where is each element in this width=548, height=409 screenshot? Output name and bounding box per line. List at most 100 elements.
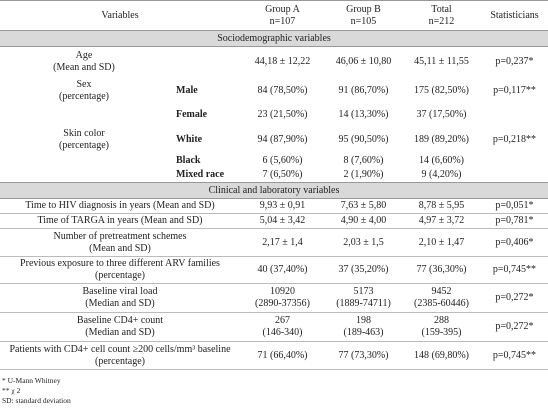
header-cell: Variables — [0, 0, 240, 31]
text: 84 (78,50%) — [257, 84, 308, 96]
text: 46,06 ± 10,80 — [335, 56, 392, 68]
text: 95 (90,50%) — [338, 134, 389, 145]
p-value: p=0,745** — [481, 256, 548, 284]
value-cell: 2 (1,90%) — [325, 169, 402, 183]
value-cell: 14 (13,30%) — [325, 104, 402, 127]
row-sublabel: Mixed race — [168, 169, 240, 183]
row-sublabel: White — [168, 127, 240, 154]
text: p=0,745** — [492, 264, 537, 275]
data-row: Time to HIV diagnosis in years (Mean and… — [0, 198, 548, 214]
row-label — [0, 154, 168, 169]
p-value: p=0,051* — [481, 198, 548, 214]
value-cell: 2,03 ± 1,5 — [325, 228, 402, 257]
text: 71 (66,40%) — [257, 349, 308, 361]
value-cell: 288 (159-395) — [402, 312, 481, 342]
footnote: SD: standard deviation — [2, 396, 71, 405]
text: p=0,745** — [492, 349, 537, 361]
text-line: Age — [75, 50, 93, 62]
p-value: p=0,272* — [481, 283, 548, 313]
value-cell: 5173 (1889-74711) — [325, 283, 402, 313]
value-cell: 77 (73,30%) — [325, 341, 402, 370]
text-line: Sex — [76, 78, 92, 90]
section-row: Sociodemographic variables — [0, 30, 548, 47]
value-cell: 45,11 ± 11,55 — [402, 47, 481, 78]
text-line: 198 — [356, 315, 371, 326]
footnote: * U-Mann Whitney — [2, 376, 61, 385]
value-cell: 71 (66,40%) — [240, 341, 325, 370]
text-line: Time of TARGA in years (Mean and SD) — [37, 215, 203, 226]
p-value: p=0,406* — [481, 228, 548, 257]
text: 94 (87,90%) — [257, 134, 308, 145]
text: 9 (4,20%) — [421, 169, 462, 181]
row-label: Time to HIV diagnosis in years (Mean and… — [0, 198, 240, 214]
p-value — [481, 154, 548, 169]
footnote: ** χ 2 — [2, 386, 21, 395]
text: 5,04 ± 3,42 — [259, 215, 306, 226]
text: 37 (17,50%) — [416, 109, 467, 120]
p-value: p=0,745** — [481, 341, 548, 370]
text-line: (2890-37356) — [255, 298, 310, 309]
text-line: Baseline CD4+ count — [76, 315, 164, 326]
section-title: Clinical and laboratory variables — [0, 182, 548, 199]
value-cell: 44,18 ± 12,22 — [240, 47, 325, 78]
row-label — [0, 104, 168, 127]
text: White — [176, 134, 203, 145]
text: 14 (13,30%) — [338, 109, 389, 120]
text-line: 9452 — [431, 286, 452, 297]
row-label: Previous exposure to three different ARV… — [0, 256, 240, 284]
text: p=0,406* — [495, 236, 534, 248]
text: p=0,237* — [495, 56, 534, 68]
text: 77 (73,30%) — [338, 349, 389, 361]
text: Mixed race — [176, 169, 225, 181]
text: Sociodemographic variables — [217, 32, 331, 44]
data-row: Female 23 (21,50%) 14 (13,30%) 37 (17,50%) — [0, 104, 548, 127]
value-cell: 95 (90,50%) — [325, 127, 402, 154]
data-row: Patients with CD4+ cell count ≥200 cells… — [0, 341, 548, 370]
row-label: Number of pretreatment schemes (Mean and … — [0, 228, 240, 257]
text-line: (Mean and SD) — [89, 242, 151, 254]
value-cell: 23 (21,50%) — [240, 104, 325, 127]
value-cell: 189 (89,20%) — [402, 127, 481, 154]
p-value: p=0,781* — [481, 213, 548, 229]
data-row: Mixed race 7 (6,50%) 2 (1,90%) 9 (4,20%) — [0, 169, 548, 183]
text: 189 (89,20%) — [414, 134, 469, 145]
text: Male — [176, 84, 198, 96]
p-value: p=0,237* — [481, 47, 548, 78]
text-line: 5173 — [353, 286, 374, 297]
text-line: (1889-74711) — [336, 298, 391, 309]
data-row: Baseline CD4+ count (Median and SD) 267 (14… — [0, 312, 548, 342]
text-line: (Median and SD) — [85, 327, 155, 338]
text-line: (146-340) — [262, 327, 303, 338]
text: 7,63 ± 5,80 — [340, 200, 387, 211]
value-cell: 46,06 ± 10,80 — [325, 47, 402, 78]
text: Variables — [101, 9, 139, 21]
text-line: (Median and SD) — [85, 298, 155, 309]
p-value: p=0,117** — [481, 78, 548, 104]
header-cell: Statisticians — [481, 0, 548, 31]
row-label: Skin color (percentage) — [0, 127, 168, 154]
text-line: (159-395) — [421, 327, 462, 338]
value-cell: 37 (35,20%) — [325, 256, 402, 284]
text: Black — [176, 155, 201, 166]
text: 23 (21,50%) — [257, 109, 308, 120]
value-cell: 91 (86,70%) — [325, 78, 402, 104]
text: 2,03 ± 1,5 — [343, 236, 384, 248]
text-line: Baseline viral load — [82, 286, 158, 297]
text: 4,90 ± 4,00 — [340, 215, 387, 226]
row-sublabel: Black — [168, 154, 240, 169]
text: 148 (69,80%) — [414, 349, 469, 361]
value-cell: 8,78 ± 5,95 — [402, 198, 481, 214]
text-line: (189-463) — [343, 327, 384, 338]
value-cell: 77 (36,30%) — [402, 256, 481, 284]
text-line: 288 — [434, 315, 449, 326]
text-line: Time to HIV diagnosis in years (Mean and… — [25, 200, 215, 211]
value-cell: 94 (87,90%) — [240, 127, 325, 154]
text: 37 (35,20%) — [338, 264, 389, 275]
text: p=0,781* — [495, 215, 534, 226]
text-line: Skin color — [63, 128, 105, 139]
text-line: Previous exposure to three different ARV… — [20, 258, 220, 269]
section-title: Sociodemographic variables — [0, 30, 548, 47]
value-cell: 5,04 ± 3,42 — [240, 213, 325, 229]
p-value: p=0,272* — [481, 312, 548, 342]
